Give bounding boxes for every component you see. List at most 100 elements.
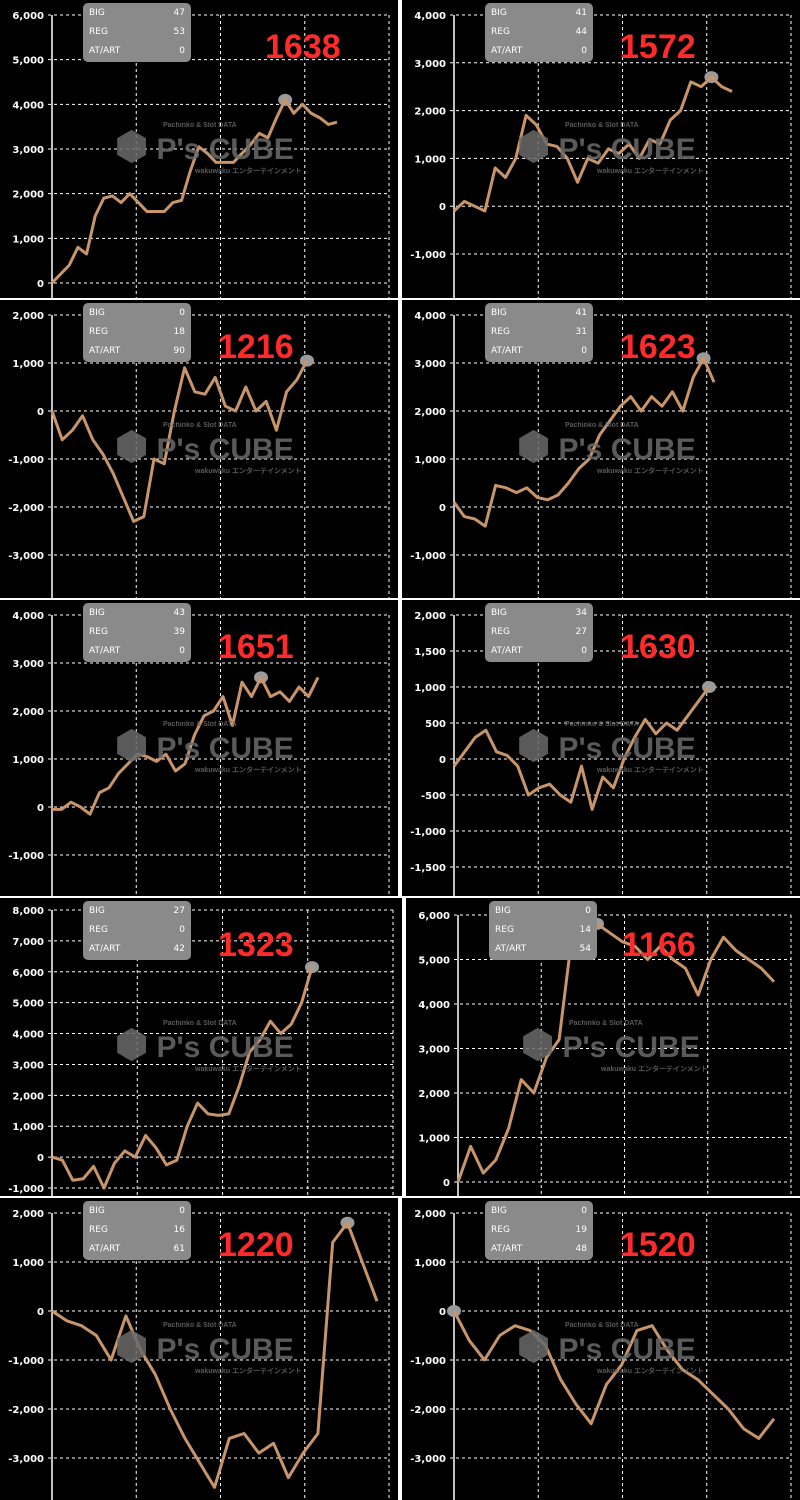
stat-value: 0 [179, 46, 185, 56]
watermark-company: wakuwaku エンターテインメント [195, 767, 302, 774]
y-tick-label: 2,000 [12, 311, 44, 322]
chart-svg: 2,000 1,000 0 -1,000 -2,000 -3,000 [8, 1209, 390, 1500]
chart-svg: 4,000 3,000 2,000 1,000 0 -1,000 [410, 311, 792, 598]
stats-row: REG 18 [89, 323, 185, 342]
stat-label: BIG [89, 608, 105, 618]
y-tick-label: 0 [439, 503, 446, 514]
series-line [50, 98, 338, 285]
y-tick-label: -1,000 [410, 1356, 446, 1367]
y-tick-label: -2,000 [410, 1405, 446, 1416]
watermark-logo: ⬢ P's CUBE Pachinko & Slot DATA wakuwaku エ… [115, 422, 302, 475]
stats-row: BIG 34 [491, 604, 587, 623]
stat-value: 27 [575, 627, 587, 637]
stat-value: 16 [173, 1225, 185, 1235]
y-tick-label: 5,000 [12, 56, 44, 67]
y-tick-label: 0 [37, 803, 44, 814]
stat-value: 41 [575, 8, 587, 18]
stats-row: BIG 41 [491, 304, 587, 323]
watermark-logo-text: P's CUBE [156, 1031, 294, 1064]
watermark-tagline: Pachinko & Slot DATA [163, 1322, 237, 1329]
y-tick-label: 3,000 [12, 145, 44, 156]
stat-label: AT/ART [89, 346, 121, 356]
watermark-tagline: Pachinko & Slot DATA [565, 422, 639, 429]
watermark-logo-text: P's CUBE [156, 133, 294, 166]
y-tick-label: -1,000 [8, 455, 44, 466]
stat-value: 0 [585, 906, 591, 916]
y-tick-label: 0 [439, 1307, 446, 1318]
stats-row: AT/ART 90 [89, 342, 185, 361]
stat-label: BIG [89, 308, 105, 318]
chart-svg: 2,000 1,000 0 -1,000 -2,000 -3,000 [8, 311, 390, 598]
stat-label: BIG [491, 308, 507, 318]
stat-label: BIG [89, 8, 105, 18]
series-line [456, 922, 776, 1183]
machine-number: 1520 [620, 1226, 696, 1264]
y-tick-label: 5,000 [12, 999, 44, 1010]
stat-label: REG [491, 327, 510, 337]
y-tick-label: 6,000 [12, 11, 44, 22]
watermark-tagline: Pachinko & Slot DATA [163, 422, 237, 429]
watermark-logo: ⬢ P's CUBE Pachinko & Slot DATA wakuwaku エ… [517, 122, 704, 175]
stats-row: AT/ART 0 [491, 342, 587, 361]
watermark-logo-text: P's CUBE [558, 732, 696, 765]
series-line [50, 359, 309, 523]
stat-label: REG [491, 627, 510, 637]
stats-box: BIG 41 REG 31 AT/ART 0 [485, 303, 593, 362]
watermark-logo-text: P's CUBE [558, 433, 696, 466]
machine-number: 1220 [218, 1226, 294, 1264]
watermark-company: wakuwaku エンターテインメント [601, 1066, 708, 1073]
stats-row: BIG 0 [89, 304, 185, 323]
y-tick-label: 1,000 [12, 359, 44, 370]
chart-svg: 2,000 1,500 1,000 500 0 -500 -1,000 -1,500 [410, 611, 792, 896]
stats-row: AT/ART 54 [495, 940, 591, 959]
stats-row: BIG 0 [89, 1202, 185, 1221]
stats-row: BIG 41 [491, 4, 587, 23]
stats-row: REG 31 [491, 323, 587, 342]
machine-number: 1638 [265, 28, 341, 66]
y-tick-label: 3,000 [414, 359, 446, 370]
watermark-logo-text: P's CUBE [558, 133, 696, 166]
stat-value: 0 [581, 346, 587, 356]
stats-row: REG 27 [491, 623, 587, 642]
stat-value: 0 [179, 925, 185, 935]
y-tick-label: -1,000 [8, 1184, 44, 1195]
machine-number: 1623 [620, 328, 696, 366]
watermark-tagline: Pachinko & Slot DATA [565, 721, 639, 728]
machine-number: 1323 [218, 926, 294, 964]
stats-row: AT/ART 0 [491, 42, 587, 61]
y-tick-label: -3,000 [410, 1454, 446, 1465]
watermark-logo-text: P's CUBE [562, 1031, 700, 1064]
stats-row: BIG 0 [495, 902, 591, 921]
stat-label: BIG [491, 8, 507, 18]
y-tick-label: 0 [37, 1153, 44, 1164]
y-tick-label: 2,000 [12, 707, 44, 718]
watermark-tagline: Pachinko & Slot DATA [565, 1322, 639, 1329]
stat-label: REG [89, 327, 108, 337]
y-tick-label: 4,000 [414, 311, 446, 322]
watermark-logo: ⬢ P's CUBE Pachinko & Slot DATA wakuwaku エ… [115, 1020, 302, 1073]
stat-label: AT/ART [89, 646, 121, 656]
watermark-logo: ⬢ P's CUBE Pachinko & Slot DATA wakuwaku エ… [115, 1322, 302, 1375]
watermark-logo: ⬢ P's CUBE Pachinko & Slot DATA wakuwaku エ… [517, 422, 704, 475]
chart-panel: 8,000 7,000 6,000 5,000 4,000 3,000 2,000 1,000… [0, 898, 402, 1196]
stat-value: 41 [575, 308, 587, 318]
stats-row: BIG 47 [89, 4, 185, 23]
series-line [452, 356, 716, 528]
stat-label: REG [495, 925, 514, 935]
stat-value: 43 [173, 608, 185, 618]
y-tick-label: 0 [439, 755, 446, 766]
y-tick-label: -500 [421, 791, 446, 802]
stat-value: 0 [179, 646, 185, 656]
chart-panel: 2,000 1,000 0 -1,000 -2,000 -3,000 ⬢ P's CUBE P… [0, 300, 398, 598]
y-tick-label: -2,000 [8, 1405, 44, 1416]
stats-row: BIG 43 [89, 604, 185, 623]
stat-label: BIG [491, 608, 507, 618]
watermark-company: wakuwaku エンターテインメント [597, 1368, 704, 1375]
watermark-tagline: Pachinko & Slot DATA [565, 122, 639, 129]
y-tick-label: 4,000 [414, 11, 446, 22]
y-tick-label: 0 [37, 1307, 44, 1318]
stat-label: BIG [89, 906, 105, 916]
chart-panel: 2,000 1,000 0 -1,000 -2,000 -3,000 ⬢ P's CUBE P… [402, 1198, 800, 1500]
y-tick-label: 7,000 [12, 937, 44, 948]
watermark-tagline: Pachinko & Slot DATA [163, 122, 237, 129]
